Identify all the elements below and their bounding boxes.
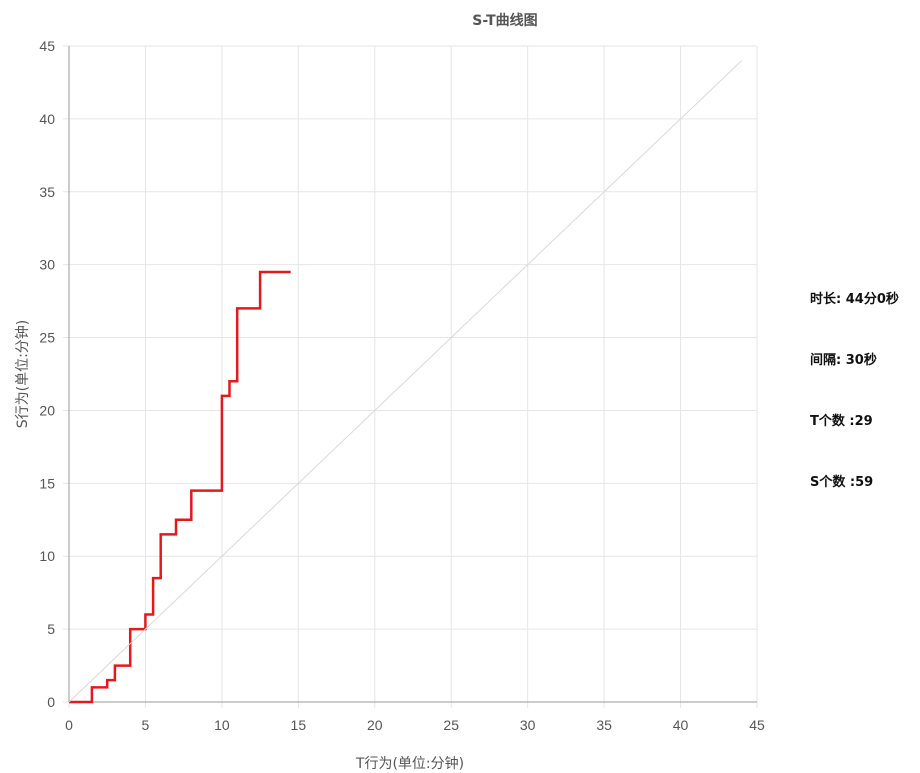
x-tick-label: 15 — [291, 717, 307, 733]
x-axis-title: T行为(单位:分钟) — [355, 755, 464, 772]
y-tick-label: 5 — [47, 621, 55, 637]
y-tick-label: 40 — [39, 111, 55, 127]
y-tick-label: 20 — [39, 402, 55, 418]
x-tick-label: 0 — [65, 717, 73, 733]
stats-panel: 时长: 44分0秒 间隔: 30秒 T个数 :29 S个数 :59 — [810, 290, 899, 534]
y-tick-label: 35 — [39, 184, 55, 200]
x-tick-label: 10 — [214, 717, 230, 733]
reference-diagonal-line — [68, 60, 743, 703]
x-tick-label: 45 — [749, 717, 765, 733]
y-tick-label: 25 — [39, 330, 55, 346]
y-tick-label: 10 — [39, 548, 55, 564]
x-tick-label: 25 — [443, 717, 459, 733]
x-tick-label: 40 — [673, 717, 689, 733]
y-axis-title: S行为(单位:分钟) — [14, 320, 31, 429]
s-count-stat: S个数 :59 — [810, 475, 874, 490]
tick-labels: 0 5 10 15 20 25 30 35 40 45 0 5 10 15 20 25 30 35 40 45 — [39, 38, 765, 733]
x-tick-label: 20 — [367, 717, 383, 733]
y-tick-label: 15 — [39, 475, 55, 491]
y-tick-label: 30 — [39, 257, 55, 273]
t-count-stat: T个数 :29 — [810, 414, 873, 429]
y-tick-label: 0 — [47, 694, 55, 710]
series-lines — [68, 60, 743, 704]
x-tick-label: 35 — [596, 717, 612, 733]
axes — [68, 46, 757, 703]
chart-title: S-T曲线图 — [472, 12, 537, 29]
y-tick-label: 45 — [39, 38, 55, 54]
duration-stat: 时长: 44分0秒 — [810, 292, 899, 307]
x-tick-label: 5 — [142, 717, 150, 733]
x-tick-label: 30 — [520, 717, 536, 733]
interval-stat: 间隔: 30秒 — [810, 353, 877, 368]
st-step-line — [69, 270, 291, 704]
